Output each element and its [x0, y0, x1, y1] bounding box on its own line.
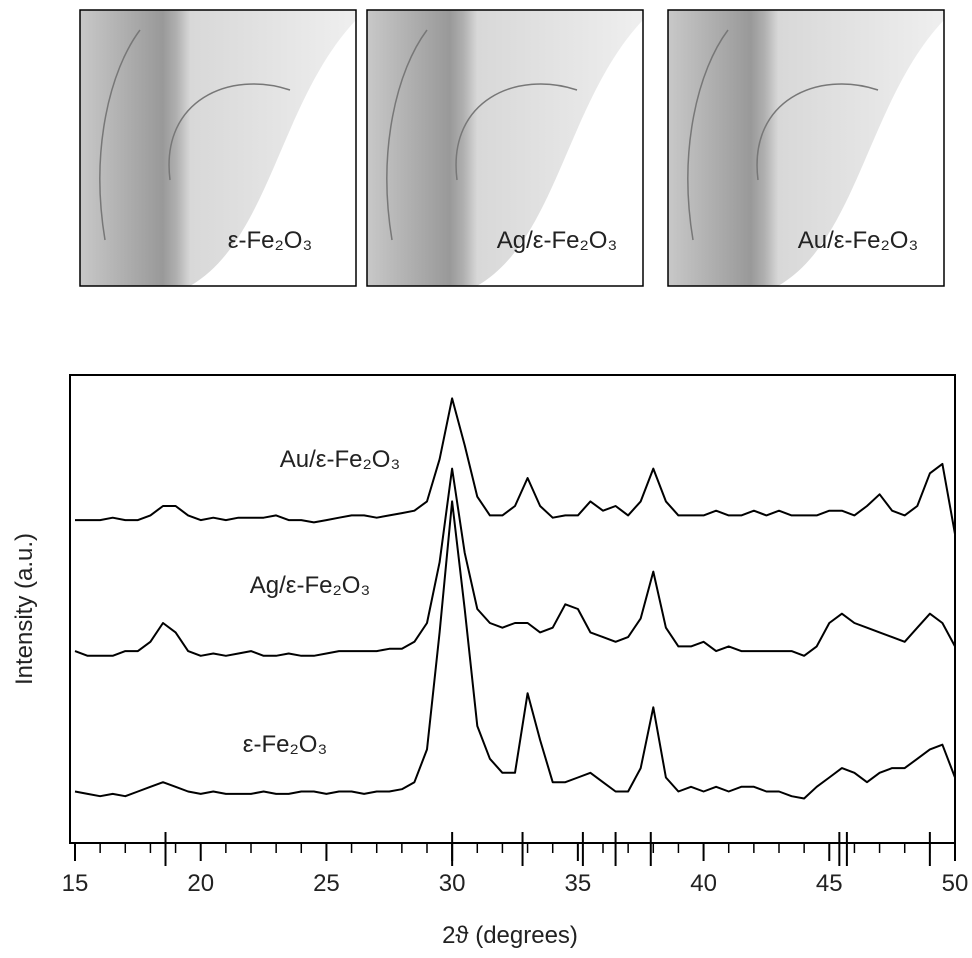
image-frame	[79, 9, 357, 287]
x-tick-label: 35	[565, 870, 592, 897]
image-frame	[366, 9, 644, 287]
image-ring	[99, 29, 141, 241]
diffraction-images: ε-Fe₂O₃ Ag/ε-Fe₂O₃ Au/ε-Fe₂O₃	[79, 9, 945, 287]
image-label: Ag/ε-Fe₂O₃	[497, 227, 617, 254]
y-axis-label: Intensity (a.u.)	[11, 533, 38, 685]
x-tick-label: 25	[313, 870, 340, 897]
image-blank-region	[190, 20, 356, 286]
image-ring	[455, 83, 578, 181]
image-blank-region	[778, 20, 944, 286]
x-tick-label: 45	[816, 870, 843, 897]
series-label: ε-Fe₂O₃	[243, 731, 327, 758]
x-tick-label: 40	[690, 870, 717, 897]
image-ring	[687, 29, 729, 241]
image-label: Au/ε-Fe₂O₃	[798, 227, 918, 254]
image-label: ε-Fe₂O₃	[228, 227, 312, 254]
image-frame	[667, 9, 945, 287]
image-blank-region	[477, 20, 643, 286]
series-line	[75, 397, 956, 535]
x-tick-label: 15	[62, 870, 89, 897]
image-ring	[756, 83, 879, 181]
plot-frame	[69, 374, 956, 844]
x-tick-label: 30	[439, 870, 466, 897]
x-tick-label: 50	[942, 870, 969, 897]
series-line	[74, 500, 956, 800]
x-axis-label: 2ϑ (degrees)	[442, 922, 578, 949]
series-label: Ag/ε-Fe₂O₃	[250, 572, 370, 599]
image-ring	[168, 83, 291, 181]
series-line	[74, 467, 956, 657]
series-label: Au/ε-Fe₂O₃	[280, 446, 400, 473]
x-tick-label: 20	[187, 870, 214, 897]
image-ring	[386, 29, 428, 241]
